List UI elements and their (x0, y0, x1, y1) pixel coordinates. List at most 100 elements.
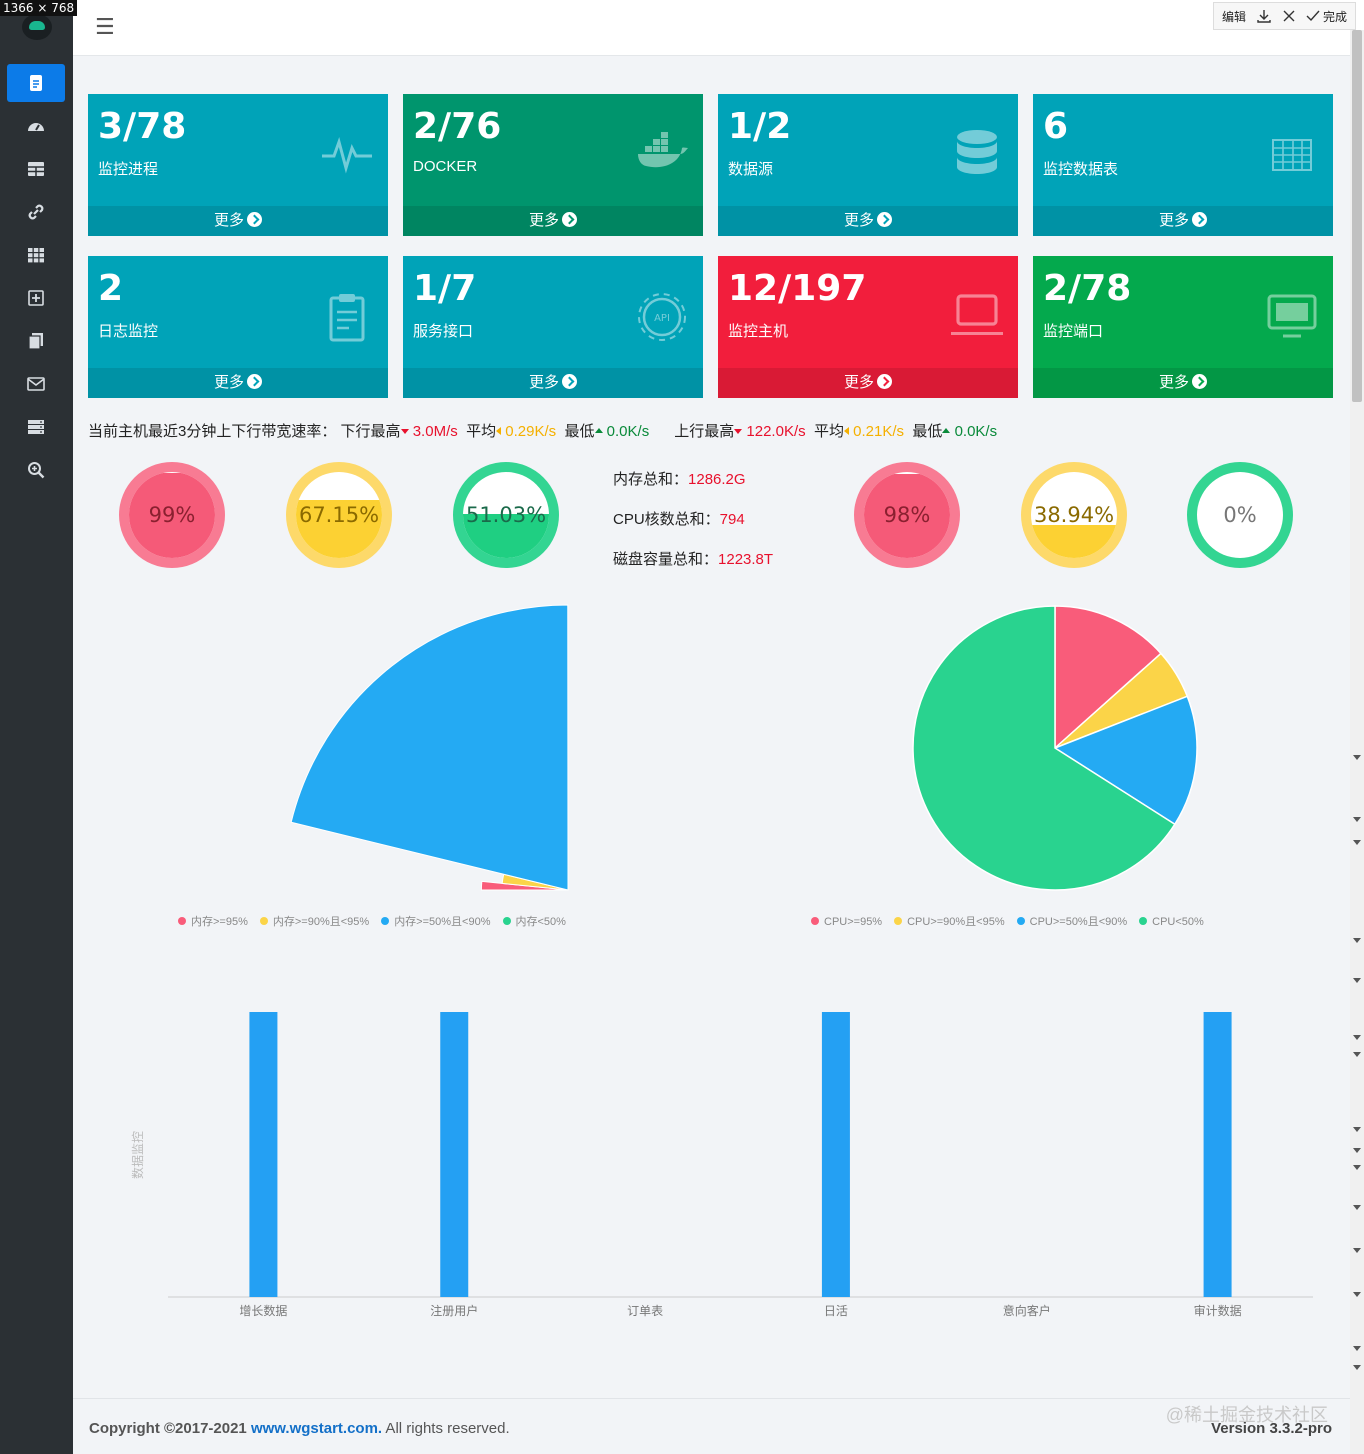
card-label: 监控端口 (1043, 323, 1104, 340)
left-arrow-icon (843, 427, 849, 435)
pie-slice[interactable] (912, 605, 1176, 891)
site-link[interactable]: www.wgstart.com. (250, 1420, 383, 1437)
bar[interactable] (249, 1012, 278, 1297)
gauge-value: 38.94% (1033, 503, 1115, 527)
sidebar-item-plus-square[interactable] (7, 279, 65, 317)
legend-entry[interactable]: 内存>=50%且<90% (381, 916, 491, 928)
card-more-link[interactable]: 更多 (88, 206, 388, 236)
legend-entry[interactable]: CPU>=95% (811, 916, 882, 928)
card-more-link[interactable]: 更多 (403, 368, 703, 398)
sidebar-item-document[interactable] (7, 64, 65, 102)
gauge-value: 67.15% (298, 503, 380, 527)
chevron-down-icon (1353, 1035, 1361, 1040)
legend-label: 内存>=95% (191, 916, 248, 928)
liquid-gauge: 0% (1187, 462, 1293, 568)
liquid-gauge: 67.15% (286, 462, 392, 568)
chevron-down-icon (1353, 1205, 1361, 1210)
stat-card: 2 日志监控 更多 (88, 256, 388, 398)
gauge-fill (1031, 524, 1117, 558)
bar[interactable] (440, 1012, 469, 1297)
legend-dot (894, 917, 903, 925)
legend-label: 内存>=90%且<95% (272, 916, 370, 928)
card-value: 2/78 (1043, 268, 1132, 309)
bar[interactable] (821, 1012, 850, 1297)
sidebar-item-link[interactable] (7, 193, 65, 231)
up-max-value: 122.0K/s (746, 423, 806, 440)
disk-total: 磁盘容量总和：1223.8T (613, 551, 774, 568)
card-more-link[interactable]: 更多 (718, 206, 1018, 236)
svg-text:API: API (654, 313, 670, 324)
close-icon[interactable] (1282, 9, 1296, 23)
up-arrow-icon (594, 428, 603, 433)
legend-dot (381, 917, 390, 925)
scrollbar-thumb[interactable] (1352, 30, 1362, 402)
top-bar: ☰ (73, 0, 1364, 56)
pie-slice[interactable] (1054, 605, 1162, 750)
copyright: Copyright ©2017-2021 www.wgstart.com. Al… (89, 1420, 510, 1437)
logo[interactable] (22, 14, 52, 40)
sidebar-item-mail[interactable] (7, 365, 65, 403)
sidebar-item-server[interactable] (7, 408, 65, 446)
edit-button[interactable]: 编辑 (1221, 9, 1246, 24)
bar[interactable] (1203, 1012, 1232, 1297)
rose-slice[interactable] (290, 604, 569, 891)
card-more-link[interactable]: 更多 (1033, 206, 1333, 236)
chevron-down-icon (1353, 1346, 1361, 1351)
up-avg-label: 平均 (813, 423, 844, 440)
x-tick-label: 日活 (824, 1304, 848, 1318)
card-more-link[interactable]: 更多 (88, 368, 388, 398)
cpu-chart-legend: CPU>=95% CPU>=90%且<95% CPU>=50%且<90% CPU<50… (811, 913, 1216, 929)
pie-slice[interactable] (1053, 695, 1198, 826)
legend-entry[interactable]: 内存>=90%且<95% (259, 916, 370, 928)
card-more-link[interactable]: 更多 (1033, 368, 1333, 398)
vertical-scrollbar[interactable] (1350, 30, 1364, 1454)
card-more-link[interactable]: 更多 (718, 368, 1018, 398)
more-label: 更多 (1158, 212, 1189, 229)
legend-entry[interactable]: CPU<50% (1139, 916, 1204, 928)
hamburger-icon[interactable]: ☰ (95, 14, 115, 39)
card-label: 数据源 (728, 161, 774, 178)
stat-card: 1/7 服务接口 API 更多 (403, 256, 703, 398)
done-button[interactable]: 完成 (1306, 8, 1347, 25)
legend-entry[interactable]: 内存>=95% (178, 916, 248, 928)
gauge-value: 99% (148, 503, 196, 527)
chevron-down-icon (1353, 938, 1361, 943)
bandwidth-summary: 当前主机最近3分钟上下行带宽速率： 下行最高 3.0M/s 平均 0.29K/s… (88, 420, 997, 441)
sidebar-item-table[interactable] (7, 150, 65, 188)
docker-icon (638, 132, 688, 168)
card-label: 监控数据表 (1043, 161, 1119, 178)
laptop-icon (951, 294, 1003, 335)
down-min-value: 0.0K/s (606, 423, 650, 440)
legend-entry[interactable]: CPU>=90%且<95% (894, 916, 1005, 928)
more-label: 更多 (843, 212, 874, 229)
more-label: 更多 (843, 374, 874, 391)
arrow-circle-right-icon (877, 374, 892, 389)
x-tick-label: 增长数据 (239, 1303, 287, 1318)
legend-dot (178, 917, 186, 925)
download-icon[interactable] (1256, 8, 1272, 24)
card-label: 监控进程 (98, 161, 159, 178)
rights-text: All rights reserved. (382, 1420, 510, 1437)
data-monitor-bar-chart: 增长数据 注册用户 订单表 日活 意向客户 审计数据 数据监控 (130, 1012, 1313, 1318)
memory-rose-chart (290, 604, 569, 891)
card-value: 2 (98, 268, 124, 309)
legend-label: CPU>=95% (824, 916, 883, 928)
gauge-fill (864, 473, 950, 558)
sidebar-item-dashboard[interactable] (7, 107, 65, 145)
arrow-circle-right-icon (1192, 212, 1207, 227)
card-more-link[interactable]: 更多 (403, 206, 703, 236)
legend-dot (1139, 917, 1148, 925)
arrow-circle-right-icon (247, 374, 262, 389)
check-icon (1306, 10, 1320, 22)
sidebar-item-copy[interactable] (7, 322, 65, 360)
monitor-icon (1267, 294, 1317, 338)
legend-entry[interactable]: 内存<50% (502, 916, 566, 928)
api-icon: API (638, 293, 686, 341)
stat-card: 2/76 DOCKER 更多 (403, 94, 703, 236)
legend-entry[interactable]: CPU>=50%且<90% (1016, 916, 1127, 928)
sidebar-item-grid[interactable] (7, 236, 65, 274)
watermark: @稀土掘金技术社区 (1165, 1405, 1328, 1425)
table-icon (1272, 139, 1312, 171)
sidebar-item-zoom-in[interactable] (7, 451, 65, 489)
gauge-value: 98% (883, 503, 931, 527)
